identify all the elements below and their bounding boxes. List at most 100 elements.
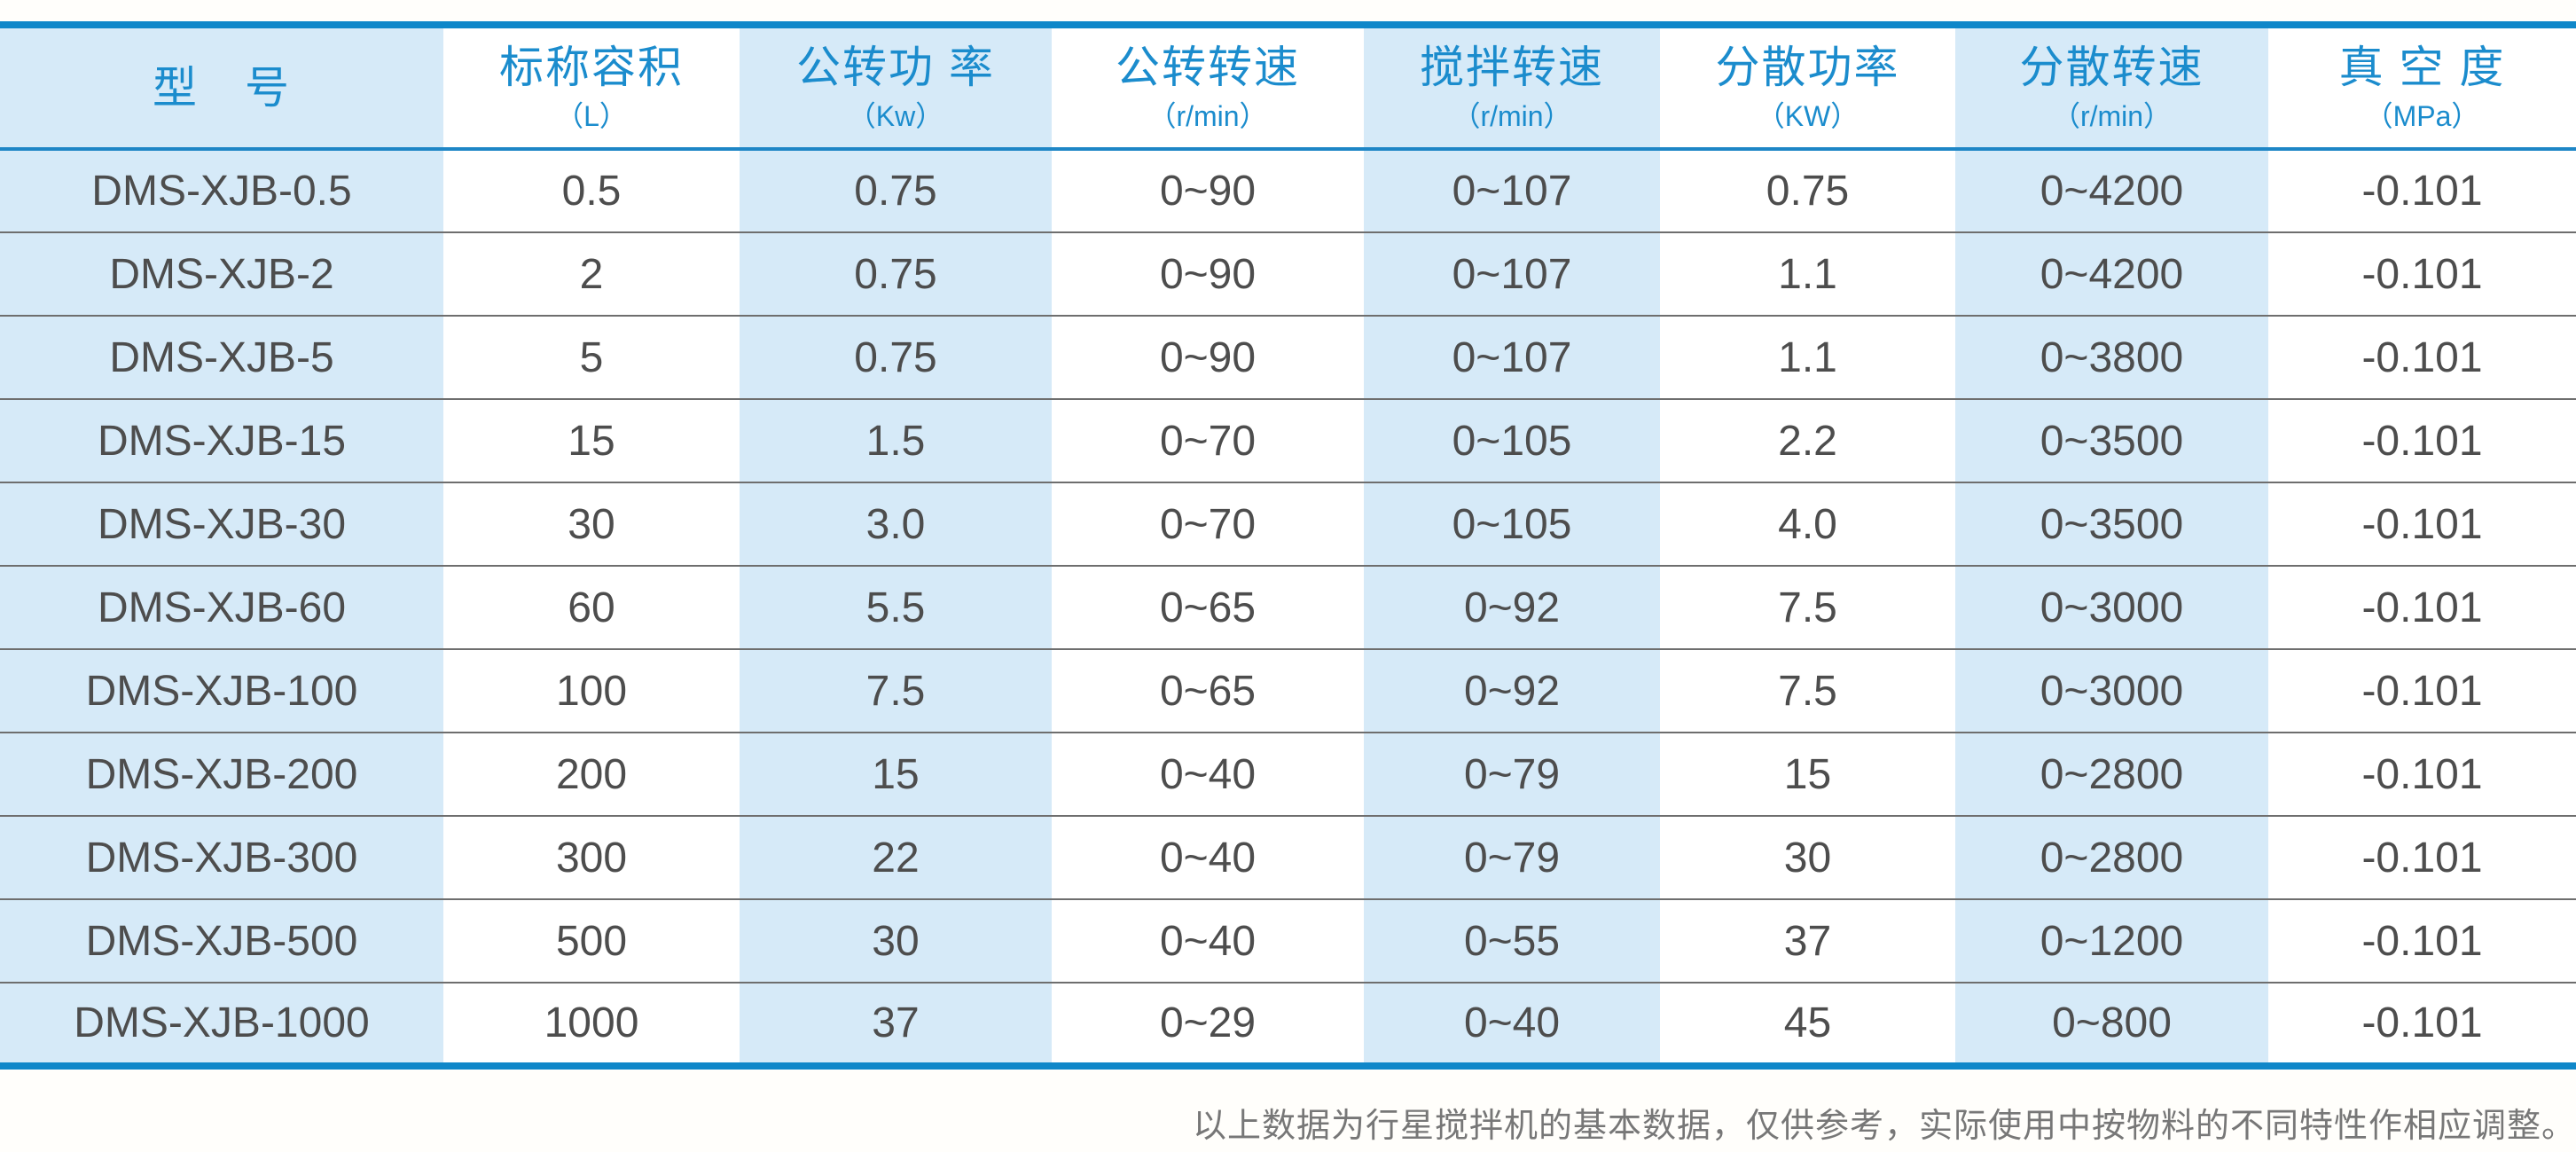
model-cell: DMS-XJB-2 — [0, 231, 443, 316]
table-row: DMS-XJB-0.5 0.5 0.75 0~90 0~107 0.75 0~4200 -0.… — [0, 149, 2576, 232]
model-cell: DMS-XJB-15 — [0, 398, 443, 482]
column-unit: （L） — [555, 99, 628, 132]
model-cell: DMS-XJB-60 — [0, 565, 443, 649]
table-row: DMS-XJB-2 2 0.75 0~90 0~107 1.1 0~4200 -0.101 — [0, 231, 2576, 316]
column-header-5: 搅拌转速 （r/min） — [1364, 25, 1660, 149]
footnote: 以上数据为行星搅拌机的基本数据，仅供参考，实际使用中按物料的不同特性作相应调整。 — [1192, 1108, 2576, 1145]
column-title: 公转功 率 — [796, 42, 995, 92]
value-cell: 0~40 — [1052, 815, 1364, 899]
column-unit: （KW） — [1756, 99, 1860, 132]
value-cell: 0~55 — [1364, 898, 1660, 983]
model-cell: DMS-XJB-5 — [0, 315, 443, 399]
value-cell: 5 — [443, 315, 740, 399]
table-row: DMS-XJB-60 60 5.5 0~65 0~92 7.5 0~3000 -0.101 — [0, 565, 2576, 649]
header-row: 型 号 标称容积 （L） 公转功 率 （Kw） 公转转速 （r/min） 搅拌转速 （r/min… — [0, 25, 2576, 149]
value-cell: 5.5 — [740, 565, 1052, 649]
value-cell: 0.75 — [740, 315, 1052, 399]
value-cell: 15 — [1660, 732, 1955, 816]
table-row: DMS-XJB-300 300 22 0~40 0~79 30 0~2800 -0.101 — [0, 815, 2576, 899]
value-cell: 7.5 — [1660, 565, 1955, 649]
value-cell: 30 — [443, 482, 740, 566]
value-cell: 0~90 — [1052, 315, 1364, 399]
value-cell: 0~3000 — [1955, 565, 2268, 649]
column-header-1: 型 号 — [0, 25, 443, 149]
value-cell: 0~79 — [1364, 815, 1660, 899]
planetary-mixer-spec-table: 型 号 标称容积 （L） 公转功 率 （Kw） 公转转速 （r/min） 搅拌转速 （r/min… — [0, 21, 2576, 1070]
value-cell: 200 — [443, 732, 740, 816]
value-cell: 2.2 — [1660, 398, 1955, 482]
value-cell: 0~70 — [1052, 482, 1364, 566]
column-unit: （r/min） — [2051, 99, 2173, 132]
model-cell: DMS-XJB-100 — [0, 648, 443, 733]
value-cell: 0~2800 — [1955, 732, 2268, 816]
column-title: 标称容积 — [499, 42, 684, 92]
column-unit: （MPa） — [2364, 99, 2480, 132]
value-cell: 0~3800 — [1955, 315, 2268, 399]
value-cell: -0.101 — [2268, 398, 2576, 482]
value-cell: 7.5 — [1660, 648, 1955, 733]
value-cell: 0~107 — [1364, 149, 1660, 232]
value-cell: 500 — [443, 898, 740, 983]
value-cell: 0~79 — [1364, 732, 1660, 816]
table-row: DMS-XJB-500 500 30 0~40 0~55 37 0~1200 -0.101 — [0, 898, 2576, 983]
value-cell: 15 — [740, 732, 1052, 816]
value-cell: 0.75 — [740, 231, 1052, 316]
value-cell: 0~4200 — [1955, 149, 2268, 232]
value-cell: 0~29 — [1052, 982, 1364, 1066]
column-title: 搅拌转速 — [1420, 42, 1604, 92]
column-unit: （r/min） — [1147, 99, 1268, 132]
value-cell: 0~92 — [1364, 648, 1660, 733]
value-cell: -0.101 — [2268, 231, 2576, 316]
model-cell: DMS-XJB-1000 — [0, 982, 443, 1066]
value-cell: 0~105 — [1364, 398, 1660, 482]
value-cell: -0.101 — [2268, 898, 2576, 983]
value-cell: 37 — [740, 982, 1052, 1066]
column-header-4: 公转转速 （r/min） — [1052, 25, 1364, 149]
value-cell: 1000 — [443, 982, 740, 1066]
column-title: 真 空 度 — [2338, 42, 2506, 92]
column-title: 型 号 — [153, 62, 291, 113]
value-cell: 0~65 — [1052, 648, 1364, 733]
column-header-2: 标称容积 （L） — [443, 25, 740, 149]
value-cell: 1.5 — [740, 398, 1052, 482]
value-cell: 3.0 — [740, 482, 1052, 566]
column-header-3: 公转功 率 （Kw） — [740, 25, 1052, 149]
value-cell: 2 — [443, 231, 740, 316]
table-row: DMS-XJB-15 15 1.5 0~70 0~105 2.2 0~3500 -0.101 — [0, 398, 2576, 482]
model-cell: DMS-XJB-30 — [0, 482, 443, 566]
value-cell: -0.101 — [2268, 315, 2576, 399]
value-cell: 0~40 — [1052, 898, 1364, 983]
column-title: 分散功率 — [1715, 42, 1900, 92]
value-cell: 60 — [443, 565, 740, 649]
value-cell: -0.101 — [2268, 732, 2576, 816]
value-cell: 0~40 — [1052, 732, 1364, 816]
value-cell: -0.101 — [2268, 815, 2576, 899]
column-unit: （Kw） — [847, 99, 944, 132]
value-cell: 7.5 — [740, 648, 1052, 733]
value-cell: 300 — [443, 815, 740, 899]
value-cell: 0.75 — [1660, 149, 1955, 232]
model-cell: DMS-XJB-0.5 — [0, 149, 443, 232]
value-cell: 0~3500 — [1955, 482, 2268, 566]
value-cell: 0~40 — [1364, 982, 1660, 1066]
value-cell: 1.1 — [1660, 231, 1955, 316]
value-cell: 0~90 — [1052, 231, 1364, 316]
model-cell: DMS-XJB-300 — [0, 815, 443, 899]
value-cell: 4.0 — [1660, 482, 1955, 566]
model-cell: DMS-XJB-500 — [0, 898, 443, 983]
value-cell: 0~105 — [1364, 482, 1660, 566]
table-row: DMS-XJB-200 200 15 0~40 0~79 15 0~2800 -0.101 — [0, 732, 2576, 816]
value-cell: 45 — [1660, 982, 1955, 1066]
value-cell: 15 — [443, 398, 740, 482]
value-cell: 1.1 — [1660, 315, 1955, 399]
value-cell: 0~90 — [1052, 149, 1364, 232]
value-cell: 37 — [1660, 898, 1955, 983]
value-cell: 0~3000 — [1955, 648, 2268, 733]
value-cell: 0~107 — [1364, 315, 1660, 399]
column-header-8: 真 空 度 （MPa） — [2268, 25, 2576, 149]
table-header: 型 号 标称容积 （L） 公转功 率 （Kw） 公转转速 （r/min） 搅拌转速 （r/min… — [0, 25, 2576, 149]
value-cell: 0~4200 — [1955, 231, 2268, 316]
value-cell: 30 — [740, 898, 1052, 983]
value-cell: 0.75 — [740, 149, 1052, 232]
